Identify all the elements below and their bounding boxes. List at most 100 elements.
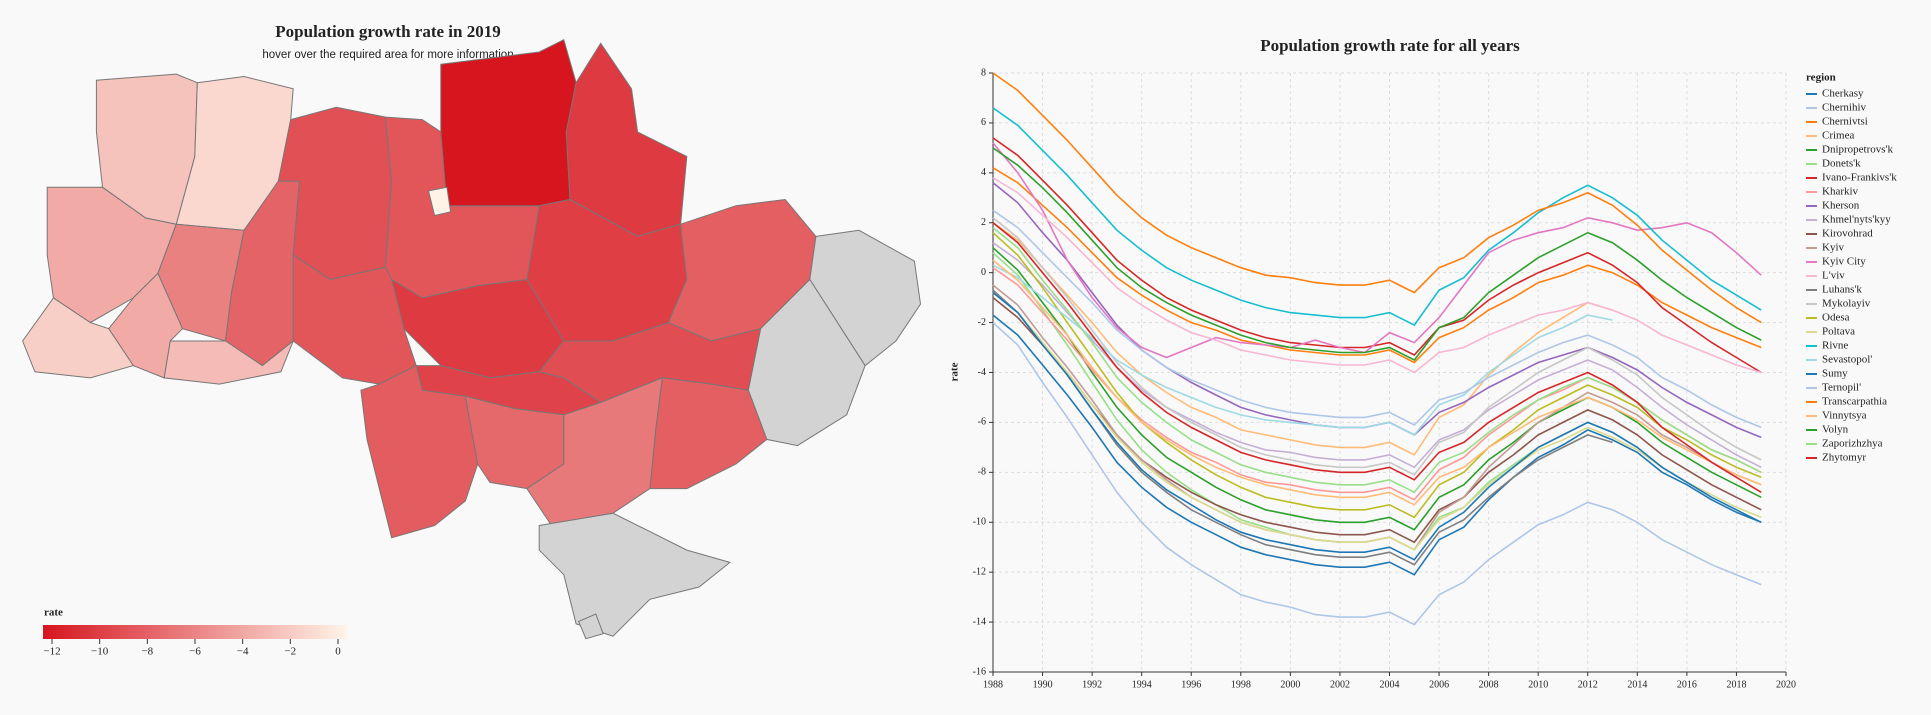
series-line bbox=[992, 222, 1762, 493]
x-tick-label: 2004 bbox=[1380, 679, 1400, 690]
series-line bbox=[992, 147, 1762, 362]
legend-label: Rivne bbox=[1822, 340, 1848, 352]
x-tick-label: 2008 bbox=[1479, 679, 1499, 690]
legend-label: Luhans'k bbox=[1822, 284, 1862, 296]
x-tick-label: 1992 bbox=[1082, 679, 1102, 690]
region bbox=[440, 38, 577, 207]
x-tick-label: 2018 bbox=[1726, 679, 1746, 690]
series-line bbox=[992, 314, 1762, 576]
legend-label: Vinnytsya bbox=[1822, 410, 1867, 422]
series-line bbox=[992, 107, 1762, 327]
y-tick-label: 6 bbox=[981, 117, 986, 128]
legend-label: Chernivtsi bbox=[1822, 116, 1868, 128]
y-tick-label: -8 bbox=[978, 467, 986, 478]
colorbar-title: rate bbox=[44, 607, 63, 619]
series-line bbox=[992, 232, 1762, 519]
legend-label: Kharkiv bbox=[1822, 186, 1859, 198]
x-tick-label: 2012 bbox=[1578, 679, 1598, 690]
map-panel: Population growth rate in 2019 hover ove… bbox=[22, 22, 922, 658]
y-tick-label: -6 bbox=[978, 417, 986, 428]
legend-label: Cherkasy bbox=[1822, 88, 1864, 100]
series-line bbox=[992, 296, 1762, 544]
series-line bbox=[992, 167, 1762, 364]
legend-label: Zhytomyr bbox=[1822, 452, 1866, 464]
legend-label: Zaporizhzhya bbox=[1822, 438, 1883, 450]
chart-title: Population growth rate for all years bbox=[1260, 36, 1520, 55]
x-tick-label: 2000 bbox=[1280, 679, 1300, 690]
y-axis-label: rate bbox=[949, 362, 961, 381]
y-tick-label: 0 bbox=[981, 267, 986, 278]
legend-label: Kirovohrad bbox=[1822, 228, 1873, 240]
legend-label: Odesa bbox=[1822, 312, 1850, 324]
x-tick-label: 2002 bbox=[1330, 679, 1350, 690]
legend-label: Kherson bbox=[1822, 200, 1860, 212]
region bbox=[163, 339, 295, 385]
series-line bbox=[992, 322, 1762, 626]
series-line bbox=[992, 137, 1762, 374]
legend-label: Crimea bbox=[1822, 130, 1854, 142]
series-line bbox=[992, 209, 1762, 429]
legend-label: Khmel'nyts'kyy bbox=[1822, 214, 1891, 226]
series-line bbox=[992, 247, 1762, 531]
legend-label: Dnipropetrovs'k bbox=[1822, 144, 1894, 156]
colorbar-tick-label: −4 bbox=[237, 646, 249, 658]
y-tick-label: -16 bbox=[973, 666, 986, 677]
x-tick-label: 1994 bbox=[1132, 679, 1152, 690]
legend-label: Sumy bbox=[1822, 368, 1848, 380]
legend-label: Poltava bbox=[1822, 326, 1855, 338]
line-panel: Population growth rate for all years rat… bbox=[949, 36, 1898, 690]
legend-label: Transcarpathia bbox=[1822, 396, 1887, 408]
legend-label: Mykolayiv bbox=[1822, 298, 1871, 310]
colorbar bbox=[43, 625, 347, 639]
legend-label: L'viv bbox=[1822, 270, 1845, 282]
legend-title: region bbox=[1806, 72, 1836, 84]
series-line bbox=[992, 177, 1762, 374]
x-tick-label: 2010 bbox=[1528, 679, 1548, 690]
colorbar-tick-label: 0 bbox=[335, 646, 341, 658]
legend-label: Sevastopol' bbox=[1822, 354, 1872, 366]
region bbox=[292, 253, 417, 385]
y-tick-label: -2 bbox=[978, 317, 986, 328]
x-tick-label: 1998 bbox=[1231, 679, 1251, 690]
x-tick-label: 1996 bbox=[1181, 679, 1201, 690]
series-line bbox=[992, 217, 1762, 476]
legend-label: Ivano-Frankivs'k bbox=[1822, 172, 1897, 184]
series-line bbox=[992, 291, 1762, 561]
x-tick-label: 1990 bbox=[1033, 679, 1053, 690]
series-line bbox=[992, 289, 1613, 566]
y-tick-label: -12 bbox=[973, 566, 986, 577]
series-line bbox=[992, 72, 1762, 324]
legend-label: Ternopil' bbox=[1822, 382, 1861, 394]
legend-label: Volyn bbox=[1822, 424, 1849, 436]
colorbar-tick-label: −10 bbox=[91, 646, 109, 658]
legend-label: Chernihiv bbox=[1822, 102, 1866, 114]
series-line bbox=[992, 259, 1762, 506]
region bbox=[427, 186, 452, 217]
colorbar-tick-label: −8 bbox=[141, 646, 153, 658]
x-tick-label: 2016 bbox=[1677, 679, 1697, 690]
colorbar-tick-label: −12 bbox=[43, 646, 60, 658]
x-tick-label: 2006 bbox=[1429, 679, 1449, 690]
y-tick-label: 2 bbox=[981, 217, 986, 228]
y-tick-label: 4 bbox=[981, 167, 986, 178]
y-tick-label: -10 bbox=[973, 517, 986, 528]
y-tick-label: -14 bbox=[973, 616, 986, 627]
map-subtitle: hover over the required area for more in… bbox=[262, 49, 513, 61]
series-line bbox=[992, 222, 1613, 456]
y-tick-label: 8 bbox=[981, 67, 986, 78]
map-title: Population growth rate in 2019 bbox=[275, 22, 500, 41]
series-line bbox=[992, 142, 1762, 359]
colorbar-tick-label: −2 bbox=[284, 646, 296, 658]
x-tick-label: 2020 bbox=[1776, 679, 1796, 690]
series-line bbox=[992, 291, 1762, 551]
legend-label: Kyiv bbox=[1822, 242, 1845, 254]
region bbox=[22, 297, 135, 379]
region bbox=[360, 364, 479, 539]
x-tick-label: 2014 bbox=[1627, 679, 1647, 690]
colorbar-tick-label: −6 bbox=[189, 646, 201, 658]
region bbox=[649, 377, 768, 490]
y-tick-label: -4 bbox=[978, 367, 986, 378]
no-data-region bbox=[538, 512, 731, 637]
no-data-region bbox=[577, 613, 604, 640]
